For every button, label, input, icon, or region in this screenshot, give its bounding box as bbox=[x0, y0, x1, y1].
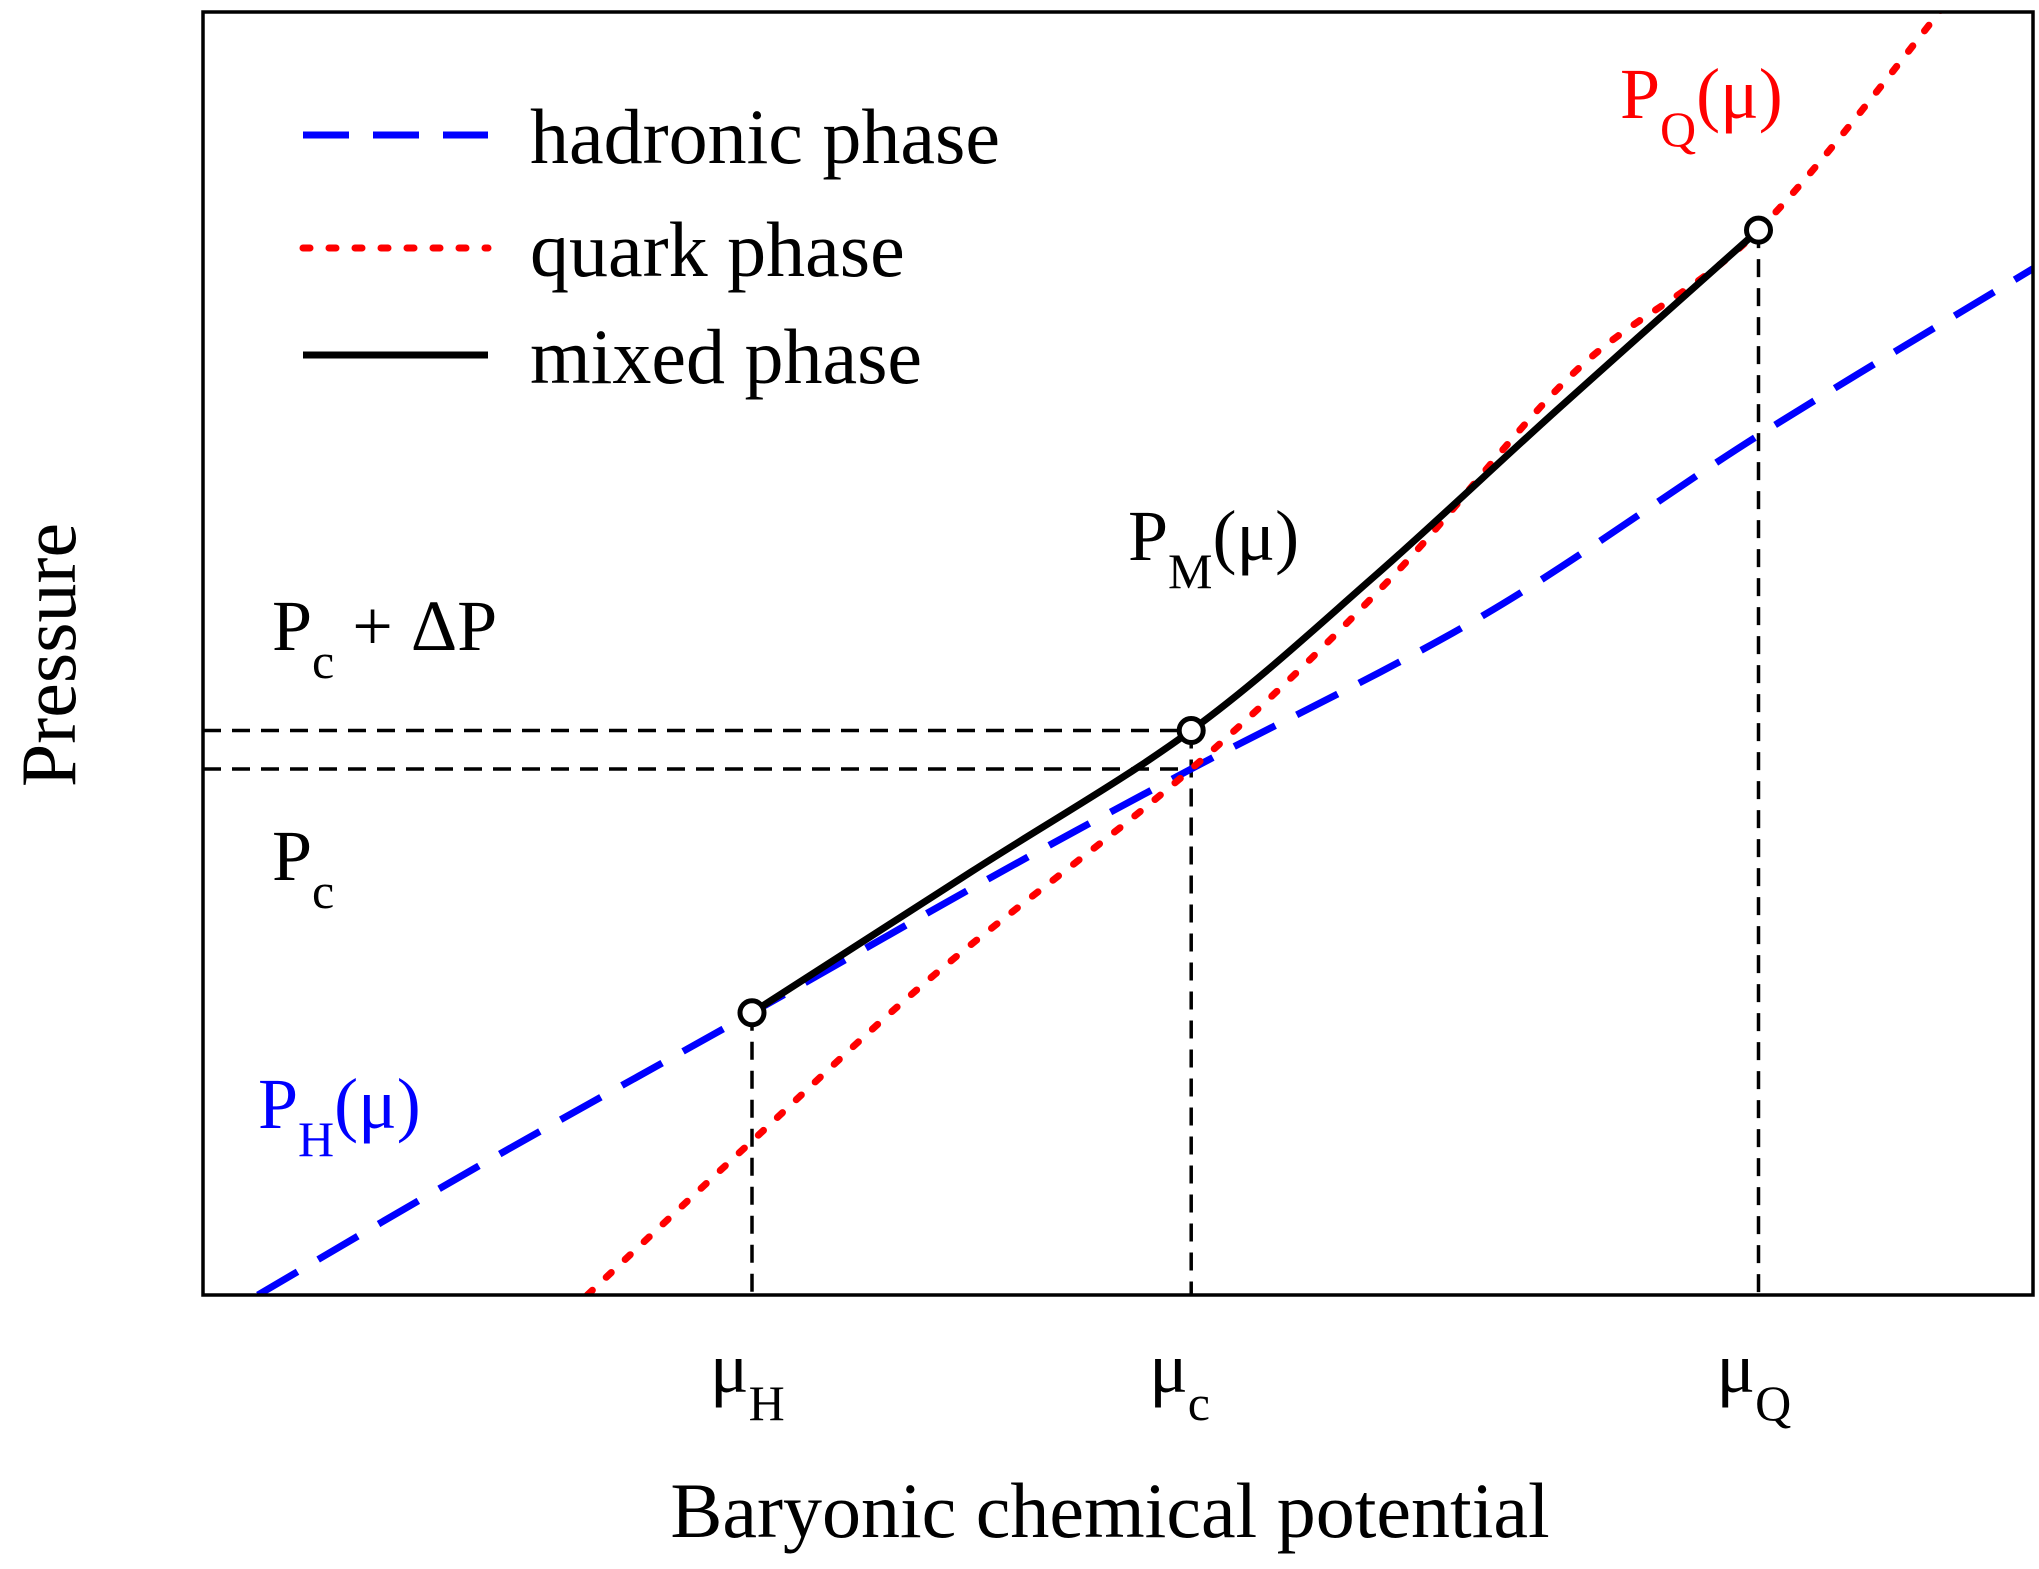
marker-2 bbox=[1176, 715, 1206, 745]
curve-label-m: PM(μ) bbox=[1128, 496, 1299, 599]
plot-area: μH μc μQ Pc Pc + ΔP PH(μ) PM(μ) PQ(μ) bbox=[201, 10, 2035, 1431]
plot-frame bbox=[201, 10, 2035, 1297]
x-axis-label: Baryonic chemical potential bbox=[670, 1467, 1549, 1554]
legend: hadronic phase quark phase mixed phase bbox=[299, 93, 1000, 400]
label-pc-delta: Pc + ΔP bbox=[272, 586, 497, 689]
series-line-1 bbox=[256, 265, 2033, 1295]
legend-label-3: mixed phase bbox=[530, 313, 922, 400]
y-axis-label: Pressure bbox=[5, 523, 92, 787]
marker-1 bbox=[737, 998, 767, 1028]
x-tick-label-3: μQ bbox=[1717, 1328, 1792, 1431]
series-line-2 bbox=[583, 12, 1944, 1295]
curve-label-h: PH(μ) bbox=[258, 1064, 421, 1167]
x-tick-label-1: μH bbox=[710, 1328, 785, 1431]
legend-label-2: quark phase bbox=[530, 206, 905, 293]
series-group bbox=[256, 12, 2033, 1295]
series-line-3 bbox=[750, 227, 1761, 1016]
legend-label-1: hadronic phase bbox=[530, 93, 1000, 180]
marker-3 bbox=[1744, 215, 1773, 245]
curve-label-q: PQ(μ) bbox=[1620, 54, 1783, 157]
x-tick-label-2: μc bbox=[1149, 1328, 1210, 1431]
label-pc: Pc bbox=[272, 816, 334, 919]
